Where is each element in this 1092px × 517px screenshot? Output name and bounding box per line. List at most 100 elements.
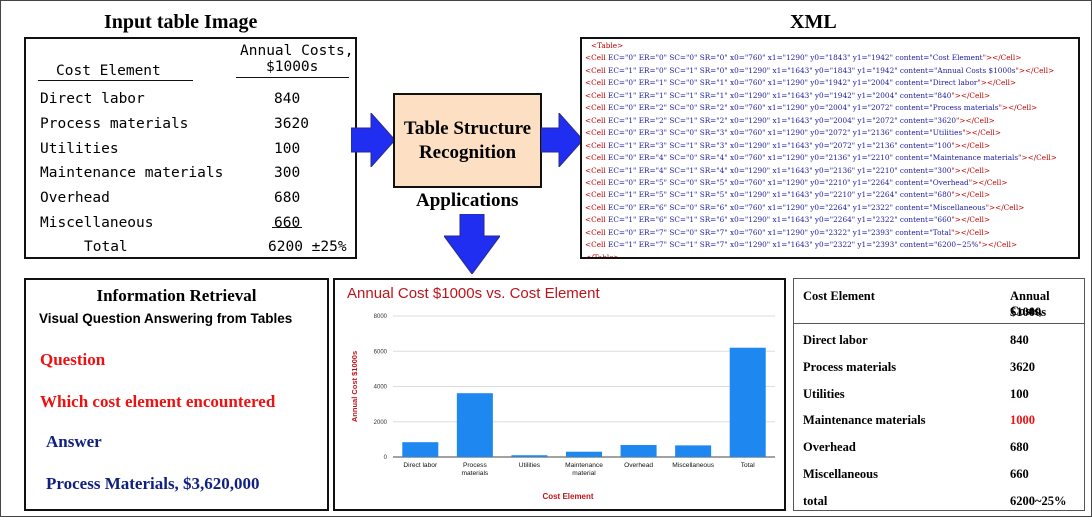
tsr-label: Table Structure Recognition (403, 117, 532, 163)
x-tick-label: materials (461, 470, 488, 477)
xml-close: "></Cell> (951, 215, 991, 225)
x-axis-label: Cost Element (542, 492, 593, 501)
xml-attrs: EC="0" ER="1" SC="0" SR="1" x0="760" x1=… (608, 78, 933, 88)
xml-content: 300 (937, 165, 952, 175)
xml-line: <Cell EC="0" ER="6" SC="0" SR="6" x0="76… (585, 202, 1075, 214)
bar (620, 445, 657, 457)
input-row-value: 660 (274, 215, 301, 231)
xml-close: "></Cell> (1015, 65, 1055, 75)
answer-text: Process Materials, $3,620,000 (46, 474, 260, 493)
xml-open: <Cell (585, 90, 609, 100)
xml-close: "></Cell> (951, 190, 991, 200)
x-tick-label: Miscellaneous (672, 462, 714, 469)
xml-content: Annual Costs $1000s (937, 65, 1016, 75)
xml-line: <Cell EC="1" ER="2" SC="1" SR="2" x0="12… (585, 115, 1075, 127)
xml-open: <Cell (585, 153, 609, 163)
result-header-divider (794, 323, 1084, 324)
xml-content: Utilities (932, 128, 963, 138)
xml-attrs: EC="0" ER="6" SC="0" SR="6" x0="760" x1=… (608, 202, 933, 212)
input-row-value: 6200 ±25% (268, 239, 347, 255)
y-tick-label: 8000 (374, 314, 388, 320)
input-row-label: Direct labor (40, 91, 145, 107)
xml-attrs: EC="1" ER="4" SC="1" SR="4" x0="1290" x1… (608, 165, 938, 175)
result-row-label: Process materials (803, 359, 897, 374)
xml-line: <Cell EC="1" ER="4" SC="1" SR="4" x0="12… (585, 165, 1075, 177)
input-row-value: 100 (274, 141, 301, 157)
x-tick-label: Overhead (624, 462, 653, 469)
input-row-label: Process materials (40, 116, 189, 132)
xml-open: <Cell (585, 227, 609, 237)
question-text: Which cost element encountered (40, 392, 276, 411)
xml-attrs: EC="0" ER="3" SC="0" SR="3" x0="760" x1=… (608, 128, 933, 138)
xml-close: "></Cell> (956, 115, 995, 125)
xml-content: 100 (937, 140, 952, 150)
y-tick-label: 4000 (374, 385, 388, 391)
xml-attrs: EC="1" ER="1" SC="1" SR="1" x0="1290" x1… (608, 90, 938, 100)
xml-close: "></Cell> (985, 202, 1025, 212)
xml-content: 6200~25% (937, 240, 979, 250)
xml-attrs: EC="1" ER="2" SC="1" SR="2" x0="1290" x1… (608, 115, 938, 125)
result-row-value: 840 (1010, 333, 1029, 347)
xml-close: "></Cell> (951, 140, 991, 150)
input-row-value: 3620 (274, 116, 309, 132)
xml-content: Direct labor (932, 78, 978, 88)
xml-line: <Cell EC="1" ER="6" SC="1" SR="6" x0="12… (585, 214, 1075, 226)
xml-attrs: EC="0" ER="2" SC="0" SR="2" x0="760" x1=… (608, 103, 933, 113)
result-row-label: Utilities (803, 386, 845, 401)
x-tick-label: Process (463, 462, 488, 469)
result-row-value: 100 (1010, 386, 1029, 401)
bar (511, 455, 548, 457)
arrow-right-icon (541, 113, 583, 167)
y-axis-label: Annual Cost $1000s (350, 351, 359, 422)
input-header-col1: Cost Element (56, 63, 161, 79)
xml-line: <Cell EC="1" ER="5" SC="1" SR="5" x0="12… (585, 189, 1075, 201)
xml-close: "></Cell> (962, 128, 1001, 138)
xml-line: <Cell EC="0" ER="5" SC="0" SR="5" x0="76… (585, 177, 1075, 189)
xml-attrs: EC="1" ER="3" SC="1" SR="3" x0="1290" x1… (608, 140, 938, 150)
input-row-value: 300 (274, 165, 301, 181)
xml-content: Overhead (932, 177, 969, 187)
input-row-label: Miscellaneous (40, 215, 154, 231)
x-tick-label: material (572, 470, 596, 477)
xml-line: <Cell EC="0" ER="0" SC="0" SR="0" x0="76… (585, 52, 1075, 64)
result-row-value: 1000 (1010, 413, 1035, 428)
xml-content: Process materials (932, 103, 999, 113)
xml-open: <Cell (585, 190, 609, 200)
xml-attrs: EC="0" ER="0" SC="0" SR="0" x0="760" x1=… (608, 53, 933, 63)
ir-title: Information Retrieval (96, 286, 257, 305)
result-row-value: 660 (1010, 467, 1029, 481)
xml-open: <Cell (585, 215, 609, 225)
xml-line: <Cell EC="1" ER="3" SC="1" SR="3" x0="12… (585, 140, 1075, 152)
xml-open: <Cell (585, 115, 609, 125)
input-row-label: Utilities (40, 141, 119, 157)
bar (675, 445, 712, 457)
xml-open: <Cell (585, 103, 609, 113)
input-row-value: 840 (274, 91, 301, 107)
input-table-image: Annual Costs, $1000s Cost Element Direct… (24, 37, 357, 259)
applications-heading: Applications (416, 190, 519, 211)
information-retrieval-panel: Information Retrieval Visual Question An… (24, 278, 329, 511)
xml-content: Cost Element (932, 53, 983, 63)
xml-content: 3620 (937, 115, 956, 125)
xml-close: "></Cell> (977, 78, 1017, 88)
input-row-label: Total (84, 239, 128, 255)
result-row-label: total (803, 493, 828, 508)
result-row-label: Miscellaneous (803, 467, 878, 481)
xml-open: <Cell (585, 128, 609, 138)
xml-attrs: EC="1" ER="0" SC="1" SR="0" x0="1290" x1… (608, 65, 938, 75)
xml-close: "></Cell> (982, 53, 1022, 63)
xml-attrs: EC="1" ER="7" SC="1" SR="7" x0="1290" x1… (608, 240, 938, 250)
input-header-col2-line2: $1000s (266, 59, 319, 75)
xml-content: Maintenance materials (932, 153, 1019, 163)
question-label: Question (40, 350, 106, 369)
arrow-right-icon (351, 113, 395, 167)
y-tick-label: 2000 (374, 420, 388, 426)
xml-line: <Cell EC="0" ER="4" SC="0" SR="4" x0="76… (585, 152, 1075, 164)
xml-line: <Cell EC="0" ER="3" SC="0" SR="3" x0="76… (585, 127, 1075, 139)
xml-content: 840 (937, 90, 952, 100)
tsr-box: Table Structure Recognition (393, 93, 542, 188)
xml-line: <Table> (585, 40, 1075, 52)
xml-line: </Table> (585, 252, 1075, 257)
xml-attrs: EC="0" ER="7" SC="0" SR="7" x0="760" x1=… (608, 227, 933, 237)
